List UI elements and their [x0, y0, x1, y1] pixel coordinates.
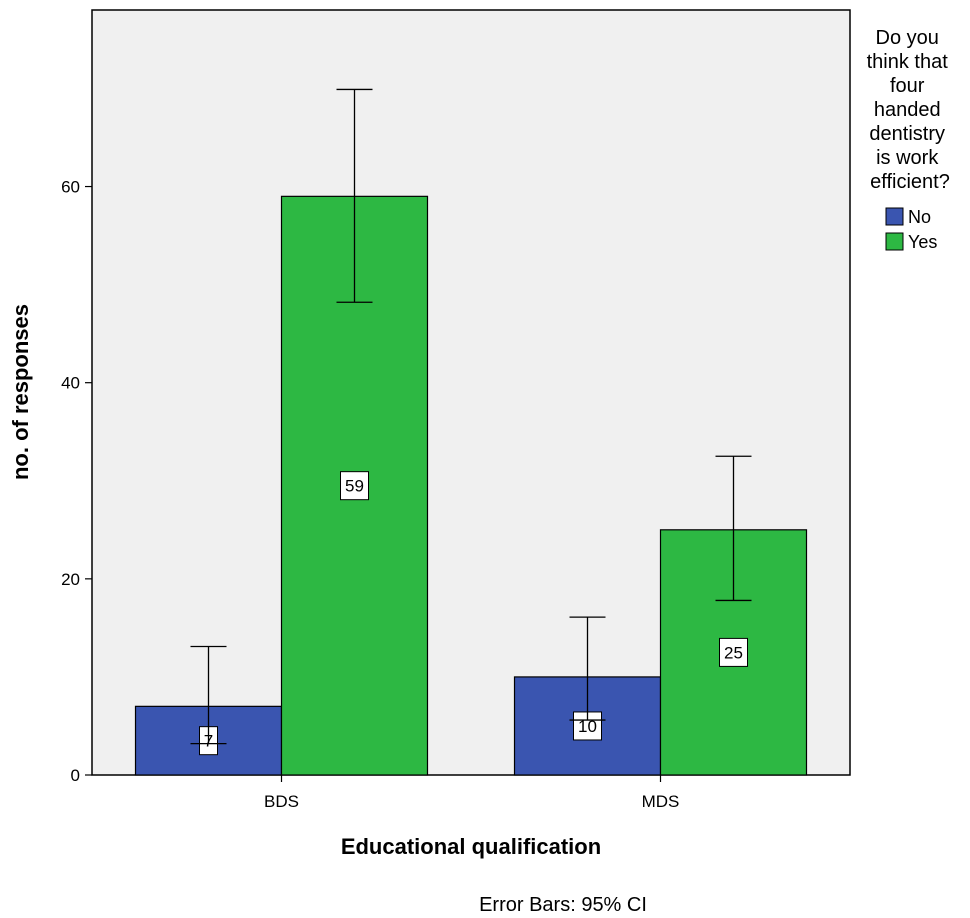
data-label: 59: [345, 477, 364, 496]
legend-swatch-no: [885, 207, 904, 226]
legend: Do you think that four handed dentistry …: [867, 27, 954, 252]
legend-label-yes: Yes: [908, 232, 937, 252]
x-axis-title: Educational qualification: [341, 834, 601, 859]
legend-title-line: think that: [867, 51, 949, 73]
legend-title-line: is work: [876, 147, 939, 169]
y-tick-label: 60: [61, 178, 80, 197]
legend-title-line: Do you: [876, 27, 939, 49]
y-tick-label: 0: [71, 766, 80, 785]
data-label: 10: [578, 717, 597, 736]
legend-swatch-yes: [885, 232, 904, 251]
x-tick-label: BDS: [264, 792, 299, 811]
y-tick-label: 20: [61, 570, 80, 589]
legend-title-line: dentistry: [869, 123, 945, 145]
data-label-box: [340, 471, 369, 501]
legend-title-line: handed: [874, 99, 941, 121]
x-tick-label: MDS: [642, 792, 680, 811]
footnote: Error Bars: 95% CI: [479, 894, 647, 916]
legend-title-line: efficient?: [870, 171, 950, 193]
legend-title-line: four: [890, 75, 925, 97]
y-axis-title: no. of responses: [8, 304, 33, 480]
legend-title: Do you think that four handed dentistry …: [867, 27, 954, 193]
y-tick-label: 40: [61, 374, 80, 393]
legend-label-no: No: [908, 207, 931, 227]
data-label: 25: [724, 643, 743, 662]
data-label-box: [719, 637, 748, 667]
